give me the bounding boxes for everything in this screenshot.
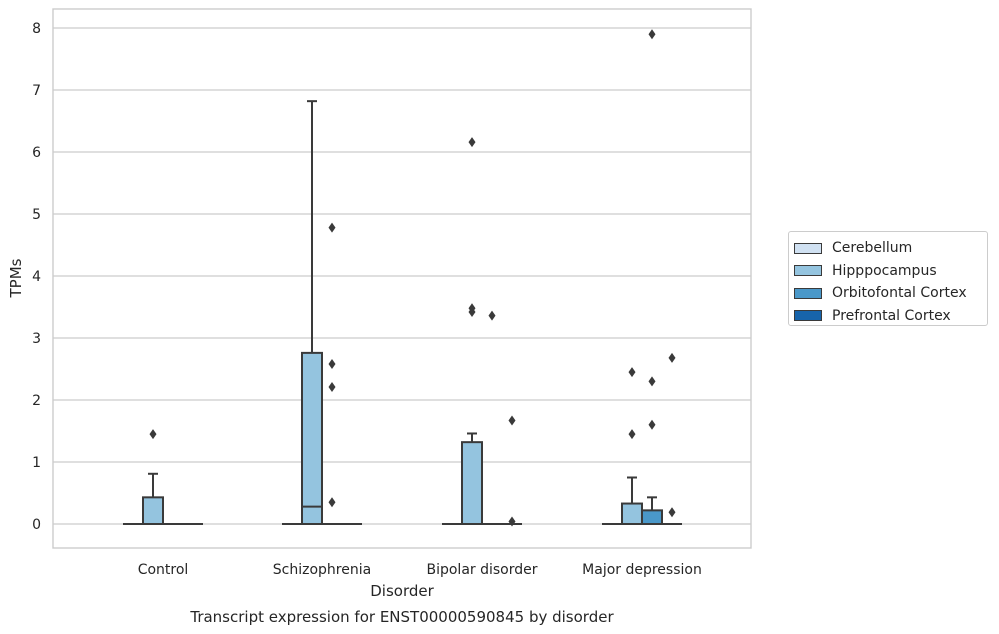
legend-swatch-hippocampus xyxy=(794,265,822,277)
x-tick-label-major-depression: Major depression xyxy=(582,562,702,578)
box-orbitofontal-cortex-schizophrenia-outlier-0 xyxy=(328,497,336,508)
legend-item-cerebellum: Cerebellum xyxy=(794,237,987,260)
legend-swatch-cerebellum xyxy=(794,242,822,254)
box-hipppocampus-schizophrenia xyxy=(301,351,323,525)
box-hipppocampus-control xyxy=(142,496,164,525)
y-tick-label-7: 7 xyxy=(32,83,41,99)
y-tick-label-8: 8 xyxy=(32,21,41,37)
y-tick-label-1: 1 xyxy=(32,455,41,471)
legend: Cerebellum Hipppocampus Orbitofontal Cor… xyxy=(788,231,988,326)
legend-item-prefrontal-cortex: Prefrontal Cortex xyxy=(794,305,987,328)
box-hipppocampus-control-outlier-0 xyxy=(149,429,157,440)
legend-label-hippocampus: Hipppocampus xyxy=(832,262,937,279)
y-tick-label-0: 0 xyxy=(32,517,41,533)
box-prefrontal-cortex-major-depression-outlier-1 xyxy=(668,352,676,363)
box-orbitofontal-cortex-major-depression-outlier-0 xyxy=(648,419,656,430)
legend-swatch-orbitofrontal-cortex xyxy=(794,287,822,299)
box-hipppocampus-major-depression xyxy=(621,502,643,526)
box-orbitofontal-cortex-bipolar-disorder-outlier-0 xyxy=(488,310,496,321)
y-tick-label-2: 2 xyxy=(32,393,41,409)
y-tick-label-5: 5 xyxy=(32,207,41,223)
plot-frame xyxy=(52,8,752,549)
x-tick-label-control: Control xyxy=(138,562,189,578)
box-hipppocampus-major-depression-outlier-0 xyxy=(628,429,636,440)
x-tick-label-bipolar-disorder: Bipolar disorder xyxy=(426,562,537,578)
legend-label-prefrontal-cortex: Prefrontal Cortex xyxy=(832,307,951,324)
box-orbitofontal-cortex-major-depression-outlier-1 xyxy=(648,376,656,387)
box-prefrontal-cortex-major-depression-outlier-0 xyxy=(668,507,676,518)
box-orbitofontal-cortex-schizophrenia-outlier-3 xyxy=(328,222,336,233)
y-tick-label-4: 4 xyxy=(32,269,41,285)
box-prefrontal-cortex-bipolar-disorder-outlier-1 xyxy=(508,516,516,527)
box-orbitofontal-cortex-major-depression xyxy=(641,509,663,525)
box-hipppocampus-major-depression-outlier-1 xyxy=(628,367,636,378)
box-orbitofontal-cortex-schizophrenia-outlier-1 xyxy=(328,381,336,392)
box-orbitofontal-cortex-schizophrenia-outlier-2 xyxy=(328,359,336,370)
box-orbitofontal-cortex-major-depression-outlier-2 xyxy=(648,29,656,40)
box-hipppocampus-bipolar-disorder-outlier-1 xyxy=(468,303,476,314)
box-hipppocampus-bipolar-disorder xyxy=(461,441,483,525)
legend-label-orbitofrontal-cortex: Orbitofontal Cortex xyxy=(832,285,967,302)
y-tick-label-3: 3 xyxy=(32,331,41,347)
chart-title: Transcript expression for ENST0000059084… xyxy=(189,608,614,626)
y-axis-label: TPMs xyxy=(7,258,25,298)
legend-label-cerebellum: Cerebellum xyxy=(832,240,913,257)
legend-swatch-prefrontal-cortex xyxy=(794,310,822,322)
box-hipppocampus-bipolar-disorder-outlier-2 xyxy=(468,137,476,148)
box-prefrontal-cortex-bipolar-disorder-outlier-0 xyxy=(508,415,516,426)
x-tick-label-schizophrenia: Schizophrenia xyxy=(273,562,371,578)
legend-item-hippocampus: Hipppocampus xyxy=(794,260,987,283)
y-tick-label-6: 6 xyxy=(32,145,41,161)
legend-item-orbitofrontal-cortex: Orbitofontal Cortex xyxy=(794,282,987,305)
x-axis-label: Disorder xyxy=(370,582,434,600)
